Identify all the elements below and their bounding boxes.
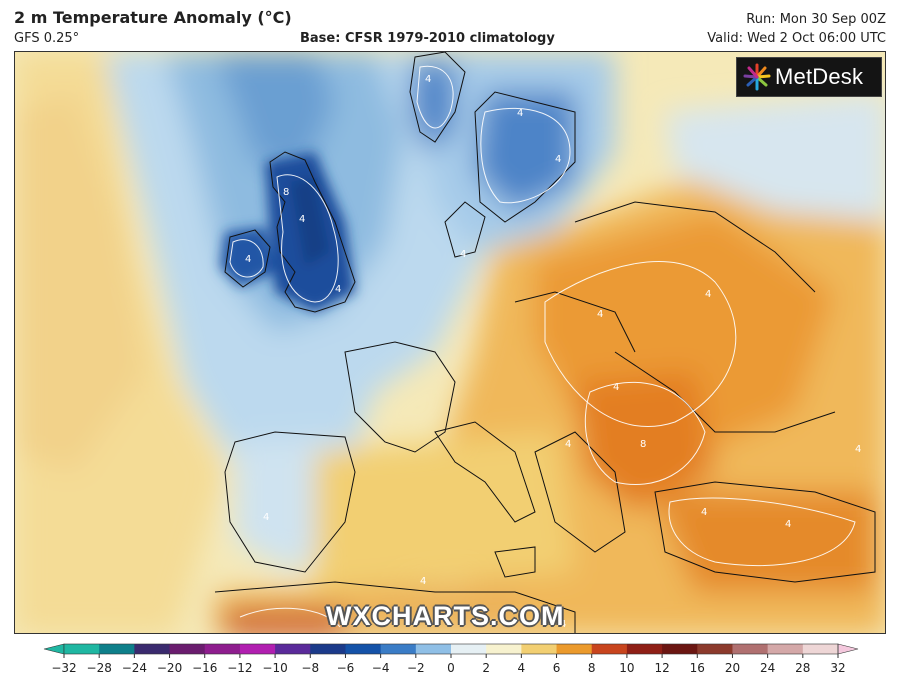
colorbar-cell [134, 644, 171, 654]
colorbar-tick-label: 32 [830, 661, 845, 675]
map-canvas: 8 4 4 4 4 4 4 4 4 4 4 8 4 4 4 4 4 4 4 [15, 52, 885, 633]
contour-label: 8 [640, 439, 646, 450]
colorbar-tick-label: 24 [760, 661, 775, 675]
colorbar-tick-label: 4 [518, 661, 526, 675]
contour-label: 4 [705, 289, 711, 300]
metdesk-burst-icon [743, 63, 771, 91]
colorbar-cell [64, 644, 100, 654]
colorbar-tick-label: 8 [588, 661, 596, 675]
colorbar-cell [239, 644, 276, 654]
colorbar-cell [767, 644, 804, 654]
contour-label: 4 [245, 254, 251, 265]
colorbar-tick-label: 2 [482, 661, 490, 675]
colorbar-cell [99, 644, 135, 654]
colorbar-tick-label: 12 [654, 661, 669, 675]
colorbar-cell [275, 644, 311, 654]
colorbar-ticks: −32 −28 −24 −20 −16 −12 −10 −8 −6 −4 −2 0 2 4 6 8 10 12 16… [51, 654, 846, 675]
contour-label: 4 [560, 619, 566, 630]
uk-cold-anomaly [220, 152, 355, 312]
metdesk-logo-text: MetDesk [775, 64, 864, 89]
colorbar-cell [310, 644, 346, 654]
colorbar-cell [697, 644, 733, 654]
colorbar-max-arrow [837, 643, 859, 655]
contour-label: 4 [425, 74, 431, 85]
colorbar-tick-label: −2 [407, 661, 425, 675]
colorbar-cell [802, 644, 839, 654]
colorbar-cell [556, 644, 593, 654]
contour-label: 4 [855, 444, 861, 455]
colorbar-tick-label: 16 [690, 661, 705, 675]
run-time-label: Run: Mon 30 Sep 00Z [746, 12, 886, 27]
colorbar-tick-label: −28 [87, 661, 112, 675]
colorbar-tick-label: 28 [795, 661, 810, 675]
colorbar-tick-label: 10 [619, 661, 634, 675]
colorbar-tick-label: −24 [122, 661, 147, 675]
contour-label: 4 [263, 512, 269, 523]
contour-label: 4 [299, 214, 305, 225]
model-label: GFS 0.25° [14, 31, 80, 46]
coastlines [214, 52, 876, 633]
colorbar-tick-label: −6 [337, 661, 355, 675]
colorbar-cell [345, 644, 382, 654]
metdesk-logo: MetDesk [736, 57, 882, 97]
contour-label: 4 [460, 249, 466, 260]
climatology-base-label: Base: CFSR 1979-2010 climatology [300, 31, 555, 46]
colorbar-tick-label: −10 [262, 661, 287, 675]
colorbar-cell [451, 644, 487, 654]
colorbar-min-arrow [43, 643, 65, 655]
colorbar-tick-label: −12 [227, 661, 252, 675]
colorbar-tick-label: 20 [725, 661, 740, 675]
contour-label: 4 [517, 108, 523, 119]
contour-labels: 8 4 4 4 4 4 4 4 4 4 4 8 4 4 4 4 4 4 4 [245, 74, 861, 630]
contour-label: 4 [420, 576, 426, 587]
colorbar-cell [169, 644, 206, 654]
colorbar-tick-label: 6 [553, 661, 561, 675]
valid-time-label: Valid: Wed 2 Oct 06:00 UTC [707, 31, 886, 46]
colorbar-tick-label: −8 [301, 661, 319, 675]
contour-label: 4 [785, 519, 791, 530]
contour-label: 4 [335, 284, 341, 295]
colorbar-cell [591, 644, 628, 654]
contour-label: 4 [613, 382, 619, 393]
contour-label: 4 [565, 439, 571, 450]
colorbar-tick-label: −20 [157, 661, 182, 675]
colorbar-tick-label: −32 [51, 661, 76, 675]
contour-label: 8 [283, 187, 289, 198]
contour-label: 4 [555, 154, 561, 165]
colorbar-tick-label: −4 [372, 661, 390, 675]
colorbar-tick-label: −16 [192, 661, 217, 675]
colorbar-cell [415, 644, 452, 654]
chart-title: 2 m Temperature Anomaly (°C) [14, 8, 292, 27]
colorbar-cell [380, 644, 417, 654]
colorbar: −32 −28 −24 −20 −16 −12 −10 −8 −6 −4 −2 0 2 4 6 8 10 12 16… [43, 643, 859, 675]
colorbar-cells [43, 643, 859, 655]
colorbar-cell [662, 644, 698, 654]
contour-lines [229, 65, 856, 628]
contour-label: 4 [701, 507, 707, 518]
wxcharts-watermark: WXCHARTS.COM [326, 601, 565, 631]
contour-label: 4 [597, 309, 603, 320]
colorbar-cell [626, 644, 663, 654]
colorbar-cell [204, 644, 241, 654]
anomaly-map: 8 4 4 4 4 4 4 4 4 4 4 8 4 4 4 4 4 4 4 [14, 51, 886, 634]
colorbar-cell [486, 644, 522, 654]
colorbar-cell [732, 644, 769, 654]
colorbar-tick-label: 0 [447, 661, 455, 675]
colorbar-cell [521, 644, 558, 654]
